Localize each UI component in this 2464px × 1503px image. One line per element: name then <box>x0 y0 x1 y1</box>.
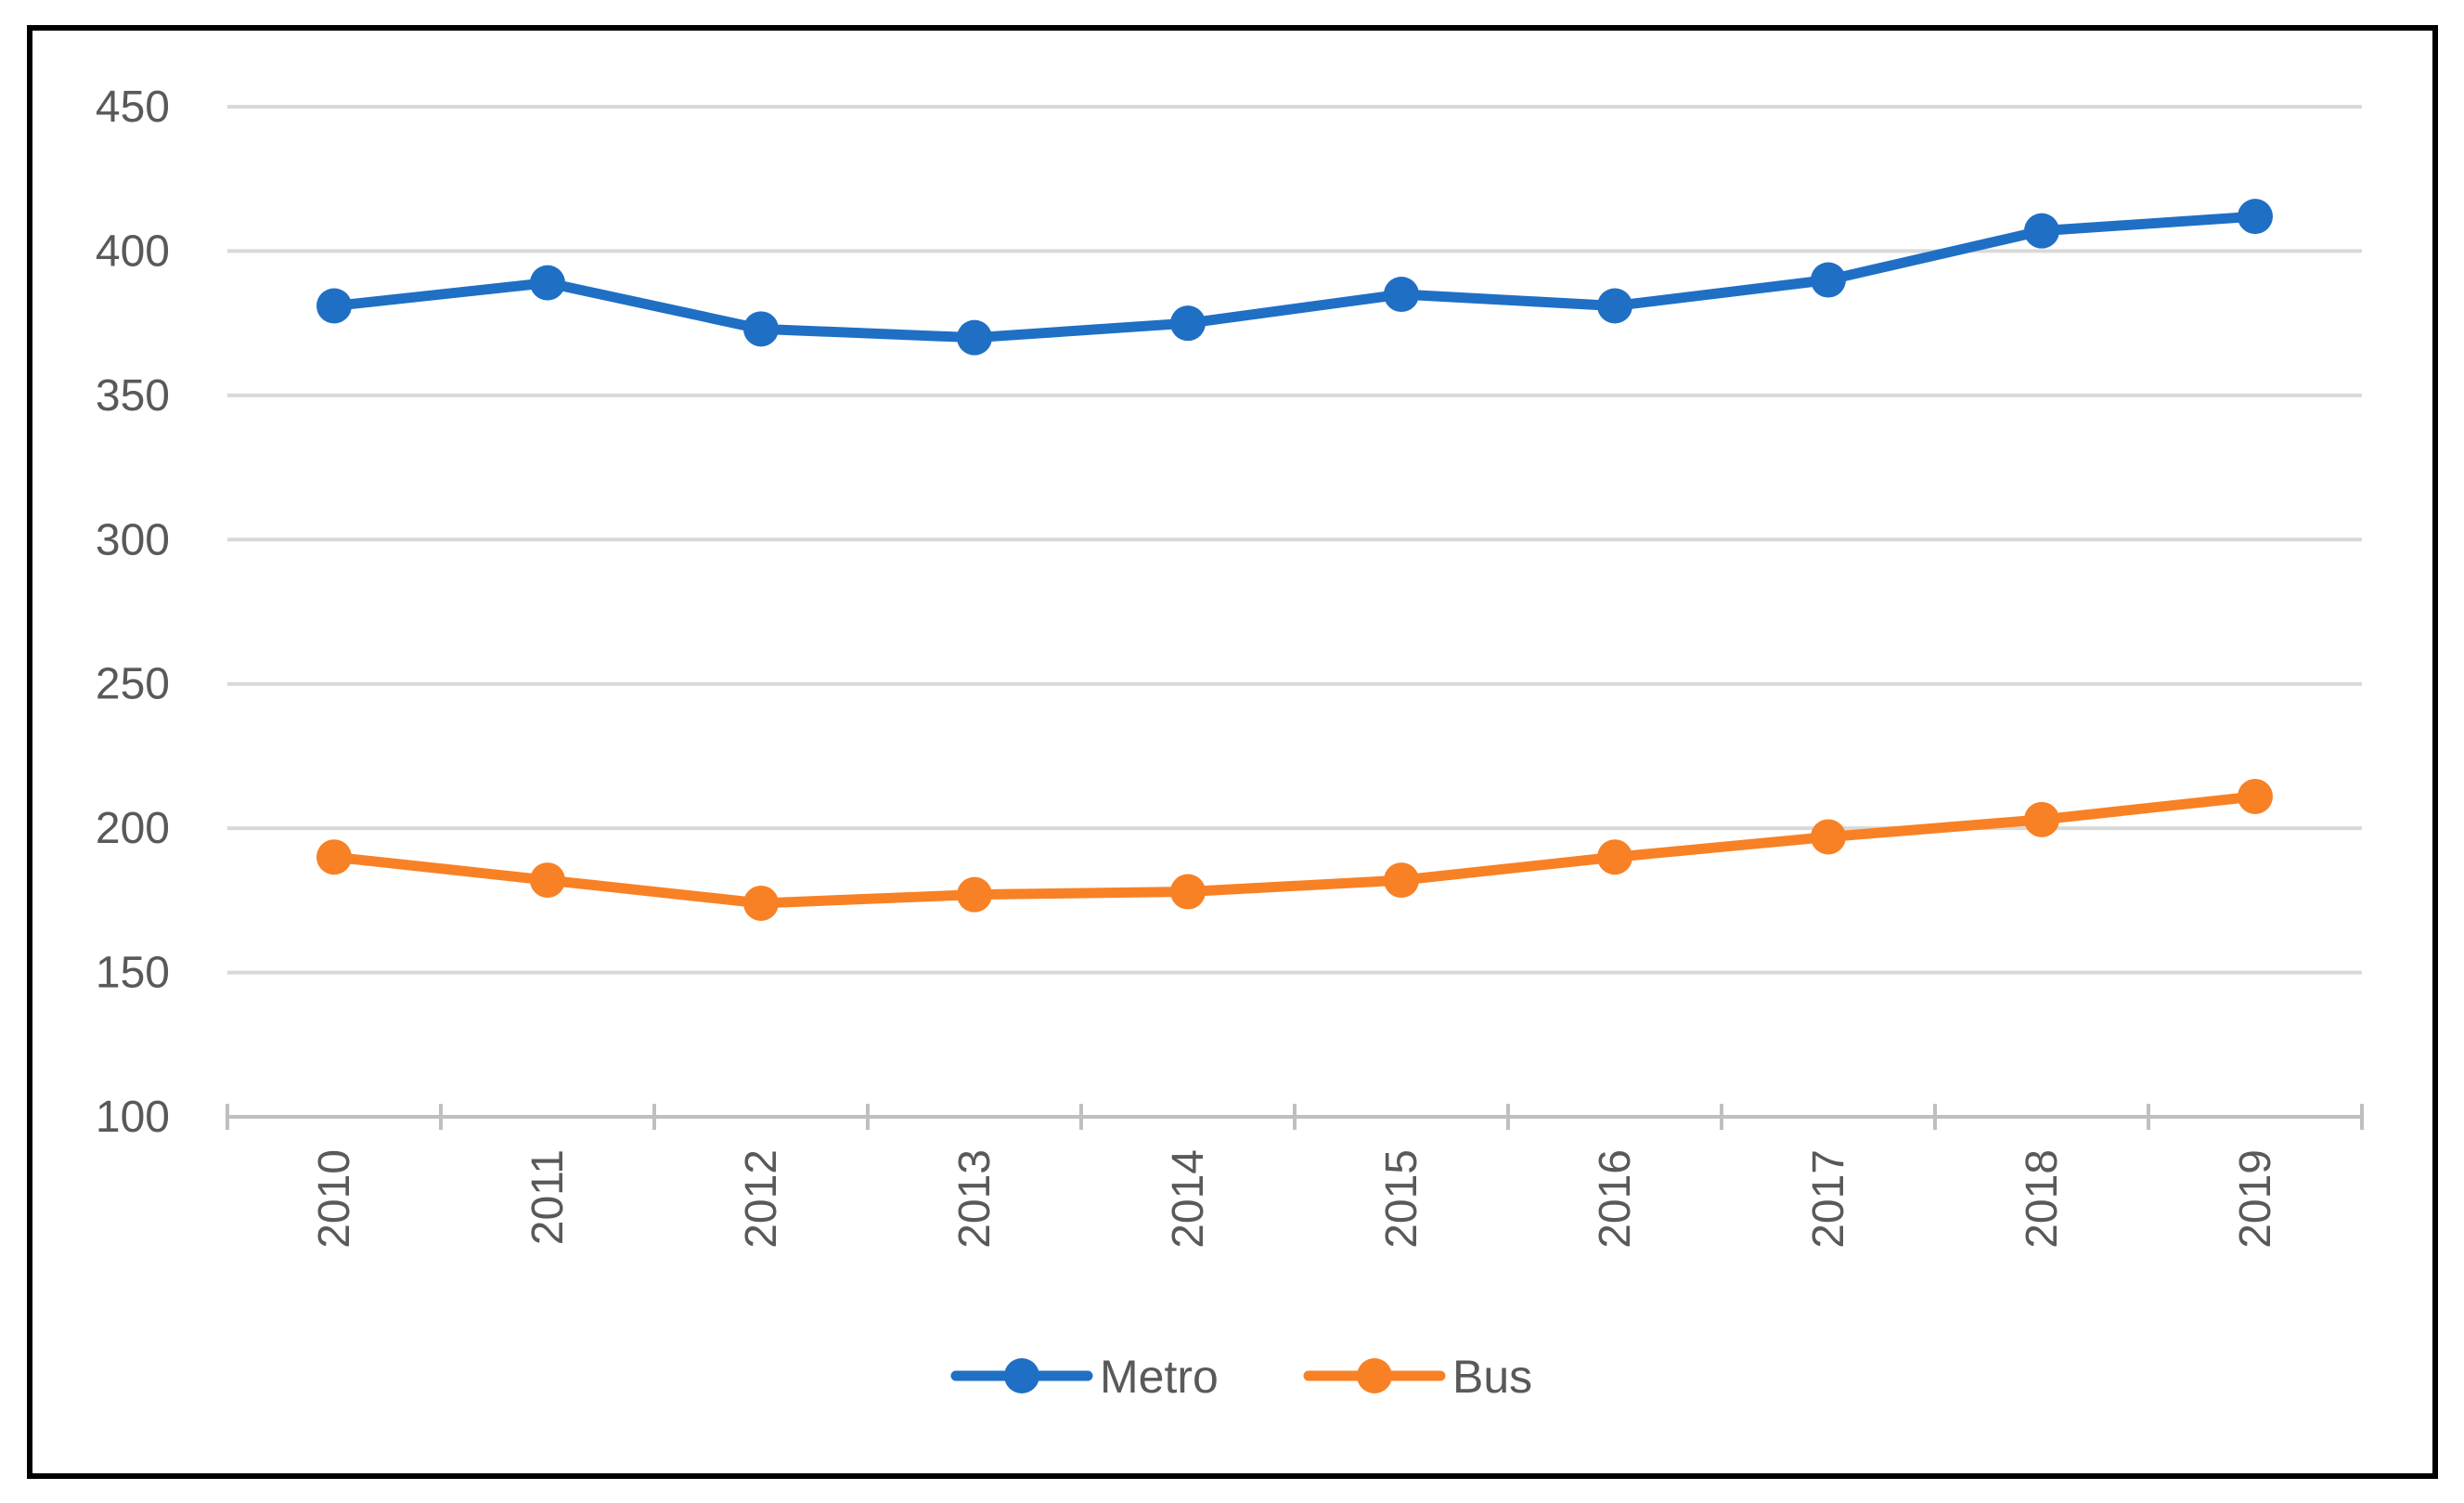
y-tick-label: 450 <box>96 83 170 132</box>
x-tick-label: 2013 <box>950 1149 1000 1249</box>
legend-label: Bus <box>1452 1351 1532 1403</box>
data-point <box>743 885 779 921</box>
x-tick-label: 2012 <box>737 1149 786 1249</box>
series-line <box>329 211 2261 343</box>
y-tick-label: 400 <box>96 227 170 276</box>
x-tick-label: 2011 <box>523 1149 573 1245</box>
data-point <box>1597 288 1632 324</box>
data-point <box>1597 839 1632 875</box>
x-tick-label: 2018 <box>2018 1149 2067 1249</box>
data-point <box>1170 305 1206 342</box>
legend-item-bus: Bus <box>1303 1351 1532 1403</box>
series-bus <box>316 778 2273 921</box>
x-tick-label: 2017 <box>1804 1149 1853 1249</box>
data-point <box>1384 862 1419 899</box>
y-tick-label: 350 <box>96 371 170 421</box>
data-point <box>2024 801 2059 837</box>
series-metro <box>316 199 2273 356</box>
x-axis-tick-labels: 2010 2011 2012 2013 2014 2015 2016 2017 2018 2019 <box>310 1149 2280 1249</box>
y-tick-label: 300 <box>96 515 170 564</box>
data-point <box>1384 277 1419 313</box>
y-tick-label: 100 <box>96 1093 170 1142</box>
data-point <box>1811 819 1846 855</box>
series-lines <box>316 199 2273 921</box>
legend-item-metro: Metro <box>950 1351 1219 1403</box>
y-tick-label: 150 <box>96 949 170 998</box>
legend-swatch-marker <box>1004 1358 1039 1393</box>
legend-swatch-marker <box>1357 1358 1392 1393</box>
chart-border <box>27 25 2438 1479</box>
series-line <box>329 791 2261 909</box>
data-point <box>530 862 565 899</box>
y-axis-tick-labels: 100 150 200 250 300 350 400 450 <box>96 83 170 1142</box>
y-tick-label: 250 <box>96 660 170 709</box>
data-point <box>530 265 565 301</box>
data-point <box>316 839 352 875</box>
x-tick-label: 2019 <box>2231 1149 2280 1249</box>
x-tick-label: 2014 <box>1164 1149 1213 1249</box>
data-point <box>2238 199 2273 235</box>
data-point <box>957 876 992 913</box>
x-tick-label: 2015 <box>1377 1149 1426 1249</box>
x-tick-label: 2010 <box>310 1149 359 1249</box>
data-point <box>957 319 992 356</box>
data-point <box>316 288 352 324</box>
data-point <box>1170 874 1206 910</box>
gridlines <box>227 105 2362 975</box>
legend-label: Metro <box>1100 1351 1219 1403</box>
data-point <box>1811 262 1846 298</box>
x-axis <box>226 1104 2364 1130</box>
legend: Metro Bus <box>950 1351 1532 1403</box>
data-point <box>2238 778 2273 814</box>
data-point <box>743 311 779 347</box>
data-point <box>2024 213 2059 249</box>
x-tick-label: 2016 <box>1591 1149 1640 1249</box>
y-tick-label: 200 <box>96 804 170 853</box>
